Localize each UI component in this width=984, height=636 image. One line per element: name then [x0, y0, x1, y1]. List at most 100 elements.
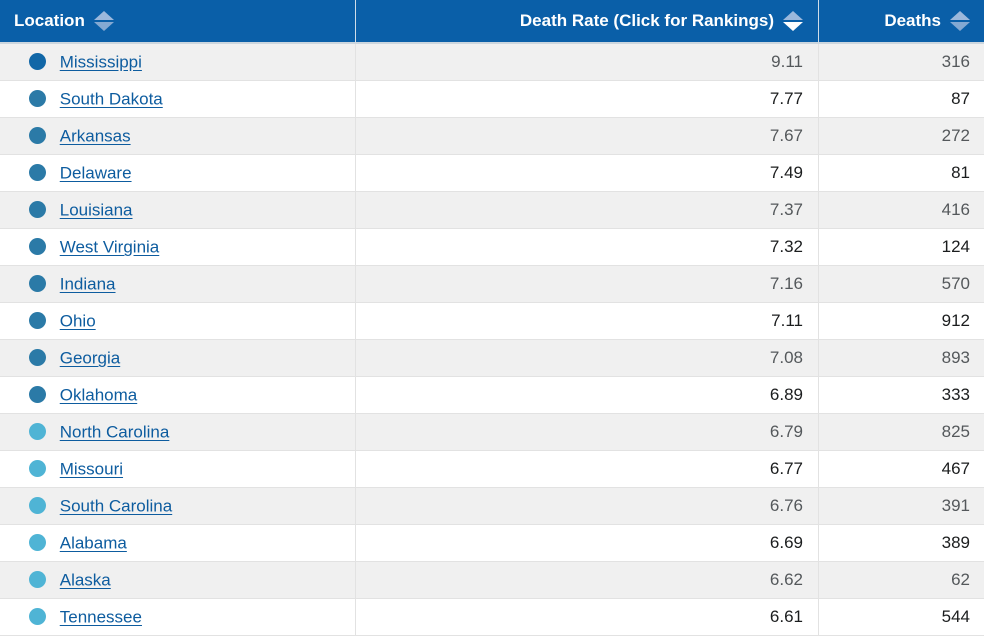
death-rate-cell: 7.11	[356, 303, 819, 340]
location-cell: Alabama	[0, 525, 356, 562]
deaths-cell: 416	[819, 192, 984, 229]
table-row: South Carolina 6.76 391	[0, 488, 984, 525]
location-cell: Georgia	[0, 340, 356, 377]
death-rate-cell: 7.16	[356, 266, 819, 303]
death-rate-cell: 6.89	[356, 377, 819, 414]
state-link[interactable]: Alabama	[59, 533, 127, 553]
deaths-cell: 467	[819, 451, 984, 488]
table-row: Oklahoma 6.89 333	[0, 377, 984, 414]
sort-down-icon	[783, 22, 803, 32]
sort-up-icon	[783, 11, 803, 21]
location-cell: Ohio	[0, 303, 356, 340]
location-cell: Arkansas	[0, 118, 356, 155]
state-link[interactable]: Oklahoma	[59, 385, 138, 405]
death-rate-cell: 7.49	[356, 155, 819, 192]
table-row: Arkansas 7.67 272	[0, 118, 984, 155]
state-link[interactable]: Missouri	[59, 459, 124, 479]
table-row: West Virginia 7.32 124	[0, 229, 984, 266]
deaths-cell: 893	[819, 340, 984, 377]
state-link[interactable]: South Carolina	[59, 496, 173, 516]
sort-icon	[93, 11, 114, 32]
location-cell: Oklahoma	[0, 377, 356, 414]
state-dot-icon	[29, 311, 46, 329]
state-link[interactable]: West Virginia	[59, 237, 160, 257]
state-dot-icon	[29, 570, 46, 588]
column-header-death-rate-label: Death Rate (Click for Rankings)	[519, 11, 774, 31]
table-row: Alabama 6.69 389	[0, 525, 984, 562]
state-dot-icon	[29, 533, 46, 551]
death-rate-cell: 6.76	[356, 488, 819, 525]
deaths-cell: 272	[819, 118, 984, 155]
table-row: Georgia 7.08 893	[0, 340, 984, 377]
state-link[interactable]: South Dakota	[59, 89, 163, 109]
state-link[interactable]: Mississippi	[59, 52, 142, 72]
table-header: Location Death Rate (Click for Rankings)	[0, 0, 984, 44]
state-dot-icon	[29, 607, 46, 625]
deaths-cell: 62	[819, 562, 984, 599]
sort-up-icon	[93, 11, 114, 21]
death-rate-cell: 7.37	[356, 192, 819, 229]
deaths-cell: 124	[819, 229, 984, 266]
state-link[interactable]: Indiana	[59, 274, 116, 294]
state-dot-icon	[29, 163, 46, 181]
death-rate-cell: 6.77	[356, 451, 819, 488]
death-rate-cell: 6.69	[356, 525, 819, 562]
death-rate-cell: 6.62	[356, 562, 819, 599]
sort-icon	[950, 11, 970, 32]
table-row: North Carolina 6.79 825	[0, 414, 984, 451]
state-dot-icon	[29, 459, 46, 477]
deaths-cell: 316	[819, 44, 984, 81]
state-link[interactable]: Louisiana	[59, 200, 133, 220]
state-link[interactable]: Delaware	[59, 163, 132, 183]
table-row: Delaware 7.49 81	[0, 155, 984, 192]
location-cell: Alaska	[0, 562, 356, 599]
deaths-cell: 544	[819, 599, 984, 636]
death-rate-cell: 7.67	[356, 118, 819, 155]
state-dot-icon	[29, 422, 46, 440]
state-dot-icon	[29, 89, 46, 107]
location-cell: Indiana	[0, 266, 356, 303]
column-header-deaths[interactable]: Deaths	[819, 0, 984, 44]
state-dot-icon	[29, 385, 46, 403]
deaths-cell: 825	[819, 414, 984, 451]
deaths-cell: 389	[819, 525, 984, 562]
state-link[interactable]: Arkansas	[59, 126, 131, 146]
state-dot-icon	[29, 274, 46, 292]
column-header-location-label: Location	[14, 11, 85, 31]
death-rate-cell: 7.77	[356, 81, 819, 118]
column-header-location[interactable]: Location	[0, 0, 356, 44]
deaths-cell: 570	[819, 266, 984, 303]
location-cell: South Dakota	[0, 81, 356, 118]
state-link[interactable]: Ohio	[59, 311, 96, 331]
state-link[interactable]: Tennessee	[59, 607, 142, 627]
state-dot-icon	[29, 126, 46, 144]
location-cell: Delaware	[0, 155, 356, 192]
sort-icon	[783, 11, 803, 32]
state-dot-icon	[29, 496, 46, 514]
state-dot-icon	[29, 348, 46, 366]
sort-up-icon	[950, 11, 970, 21]
state-dot-icon	[29, 52, 46, 70]
table-row: Tennessee 6.61 544	[0, 599, 984, 636]
state-link[interactable]: Alaska	[59, 570, 111, 590]
location-cell: North Carolina	[0, 414, 356, 451]
deaths-cell: 87	[819, 81, 984, 118]
deaths-cell: 912	[819, 303, 984, 340]
death-rate-cell: 6.61	[356, 599, 819, 636]
table-row: Indiana 7.16 570	[0, 266, 984, 303]
table-row: Alaska 6.62 62	[0, 562, 984, 599]
sort-down-icon	[93, 22, 114, 32]
state-link[interactable]: Georgia	[59, 348, 121, 368]
table-body: Mississippi 9.11 316 South Dakota 7.77 8…	[0, 44, 984, 636]
state-link[interactable]: North Carolina	[59, 422, 170, 442]
death-rate-cell: 6.79	[356, 414, 819, 451]
deaths-cell: 81	[819, 155, 984, 192]
location-cell: West Virginia	[0, 229, 356, 266]
column-header-deaths-label: Deaths	[884, 11, 941, 31]
table-row: South Dakota 7.77 87	[0, 81, 984, 118]
death-rate-cell: 9.11	[356, 44, 819, 81]
column-header-death-rate[interactable]: Death Rate (Click for Rankings)	[356, 0, 819, 44]
deaths-cell: 391	[819, 488, 984, 525]
location-cell: Missouri	[0, 451, 356, 488]
